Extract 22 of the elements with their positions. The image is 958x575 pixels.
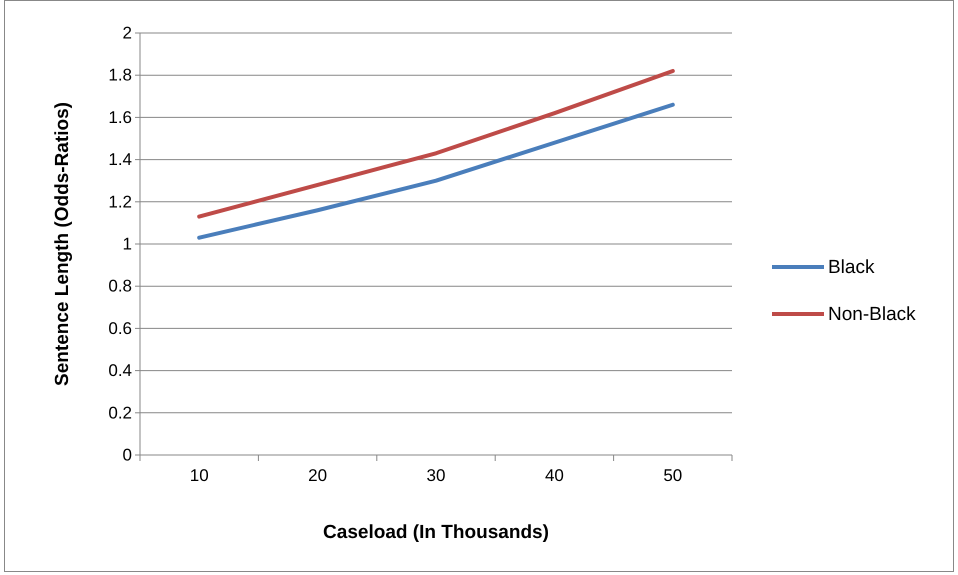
legend-label: Black — [828, 257, 875, 278]
y-tick-label: 1.4 — [108, 150, 132, 170]
y-axis-title: Sentence Length (Odds-Ratios) — [52, 102, 73, 386]
y-tick-label: 1 — [122, 234, 132, 254]
y-tick-label: 0 — [122, 445, 132, 464]
x-tick-label: 40 — [544, 466, 564, 486]
x-tick-label: 10 — [190, 466, 209, 486]
y-tick-label: 1.2 — [108, 192, 132, 212]
legend-label: Non-Black — [828, 304, 916, 325]
y-tick-label: 0.8 — [108, 276, 132, 296]
x-tick-label: 30 — [426, 466, 446, 486]
line-series — [197, 68, 675, 219]
x-axis-title: Caseload (In Thousands) — [323, 522, 549, 543]
y-tick-label: 2 — [122, 23, 132, 42]
y-tick-label: 0.2 — [108, 403, 132, 422]
x-tick-label: 50 — [663, 466, 682, 486]
x-tick-label: 20 — [308, 466, 328, 486]
y-tick-label: 1.8 — [108, 66, 132, 85]
y-tick-label: 0.6 — [108, 318, 132, 338]
y-tick-label: 1.6 — [108, 108, 132, 127]
line-series — [197, 102, 675, 240]
y-tick-label: 0.4 — [108, 361, 132, 380]
